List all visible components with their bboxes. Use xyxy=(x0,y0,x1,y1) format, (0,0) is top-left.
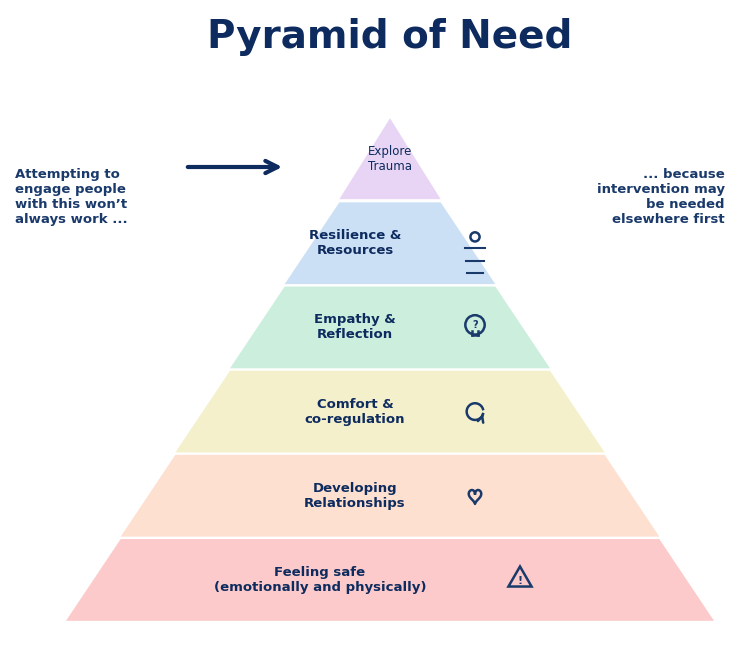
Text: ?: ? xyxy=(472,320,478,330)
Polygon shape xyxy=(121,455,659,537)
Polygon shape xyxy=(230,286,550,368)
Polygon shape xyxy=(175,371,605,452)
Text: Feeling safe
(emotionally and physically): Feeling safe (emotionally and physically… xyxy=(214,566,426,594)
Text: !: ! xyxy=(517,576,522,586)
Text: Attempting to
engage people
with this won’t
always work ...: Attempting to engage people with this wo… xyxy=(15,168,127,226)
Text: Empathy &
Reflection: Empathy & Reflection xyxy=(314,314,396,342)
Polygon shape xyxy=(66,539,714,621)
Text: Pyramid of Need: Pyramid of Need xyxy=(207,18,573,56)
Text: Developing
Relationships: Developing Relationships xyxy=(304,482,406,510)
Text: Comfort &
co-regulation: Comfort & co-regulation xyxy=(305,398,406,426)
Text: ... because
intervention may
be needed
elsewhere first: ... because intervention may be needed e… xyxy=(597,168,725,226)
Text: Explore
Trauma: Explore Trauma xyxy=(368,145,412,173)
Polygon shape xyxy=(340,118,440,199)
Polygon shape xyxy=(285,202,495,284)
Text: Resilience &
Resources: Resilience & Resources xyxy=(309,230,401,258)
